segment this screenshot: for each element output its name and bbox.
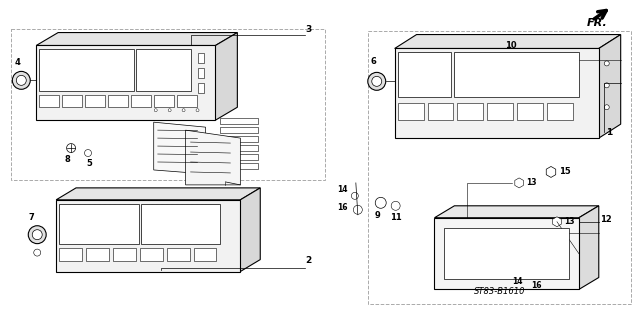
Bar	[113, 248, 136, 260]
Circle shape	[508, 58, 514, 63]
Bar	[220, 154, 258, 160]
Circle shape	[352, 192, 359, 199]
Bar	[220, 136, 258, 142]
Text: 8: 8	[64, 155, 70, 164]
Text: 14: 14	[338, 185, 348, 194]
Text: 5: 5	[86, 159, 92, 168]
Bar	[220, 163, 258, 169]
Bar	[220, 127, 258, 133]
Circle shape	[372, 76, 382, 86]
Bar	[39, 50, 134, 91]
Bar	[197, 68, 203, 78]
Text: 7: 7	[29, 213, 34, 222]
Bar	[427, 103, 454, 120]
Circle shape	[534, 269, 543, 278]
Polygon shape	[154, 122, 206, 174]
Text: 13: 13	[526, 179, 536, 188]
Bar	[141, 204, 220, 244]
Circle shape	[196, 109, 199, 112]
Bar	[454, 52, 579, 97]
Polygon shape	[36, 33, 238, 45]
Circle shape	[518, 266, 525, 273]
Polygon shape	[599, 35, 620, 138]
Polygon shape	[434, 206, 599, 218]
Bar	[445, 228, 569, 279]
Bar	[194, 248, 217, 260]
Circle shape	[605, 61, 609, 66]
Bar	[547, 103, 573, 120]
Bar	[108, 95, 128, 107]
Bar	[197, 83, 203, 93]
Text: 9: 9	[375, 211, 381, 220]
Polygon shape	[215, 33, 238, 120]
Text: 1: 1	[606, 128, 612, 137]
Text: 6: 6	[371, 57, 376, 67]
Text: FR.: FR.	[587, 18, 608, 28]
Polygon shape	[395, 35, 620, 49]
Bar	[176, 95, 197, 107]
Circle shape	[12, 71, 30, 89]
Circle shape	[391, 201, 400, 210]
Bar	[85, 95, 105, 107]
Polygon shape	[56, 200, 240, 271]
Polygon shape	[579, 206, 599, 289]
Circle shape	[85, 149, 92, 156]
Polygon shape	[56, 188, 261, 200]
Bar	[197, 53, 203, 63]
Text: 2: 2	[305, 256, 311, 265]
Bar	[397, 103, 424, 120]
Bar	[39, 95, 59, 107]
Bar	[517, 103, 543, 120]
Bar	[220, 118, 258, 124]
Bar	[220, 145, 258, 151]
Polygon shape	[36, 45, 215, 120]
Circle shape	[375, 197, 386, 208]
Bar	[154, 95, 174, 107]
Circle shape	[34, 249, 41, 256]
Bar	[131, 95, 151, 107]
Polygon shape	[185, 130, 240, 185]
Bar	[140, 248, 162, 260]
Text: 4: 4	[15, 59, 20, 68]
Bar	[136, 50, 190, 91]
Bar	[487, 103, 513, 120]
Circle shape	[605, 83, 609, 88]
Polygon shape	[434, 218, 579, 289]
Bar	[457, 103, 483, 120]
Circle shape	[168, 109, 171, 112]
Text: 16: 16	[338, 203, 348, 212]
Bar	[59, 248, 82, 260]
Circle shape	[354, 205, 362, 214]
Circle shape	[32, 230, 42, 240]
Circle shape	[28, 226, 47, 244]
Bar	[86, 248, 109, 260]
Circle shape	[368, 72, 386, 90]
Text: 14: 14	[512, 277, 522, 286]
Bar	[167, 248, 190, 260]
Circle shape	[67, 144, 76, 153]
Text: 3: 3	[305, 25, 311, 34]
Text: 16: 16	[531, 282, 541, 291]
Text: 12: 12	[600, 215, 612, 224]
Bar	[397, 52, 452, 97]
Circle shape	[154, 109, 157, 112]
Text: 15: 15	[559, 167, 571, 176]
Text: 13: 13	[564, 217, 575, 226]
Circle shape	[182, 109, 185, 112]
Circle shape	[605, 105, 609, 110]
Circle shape	[505, 54, 518, 67]
Text: ST83-B1610: ST83-B1610	[475, 287, 526, 296]
Text: 10: 10	[505, 42, 517, 51]
Polygon shape	[395, 49, 599, 138]
Bar	[59, 204, 139, 244]
Circle shape	[17, 76, 26, 85]
Bar	[62, 95, 82, 107]
Text: 11: 11	[390, 213, 401, 222]
Polygon shape	[240, 188, 261, 271]
